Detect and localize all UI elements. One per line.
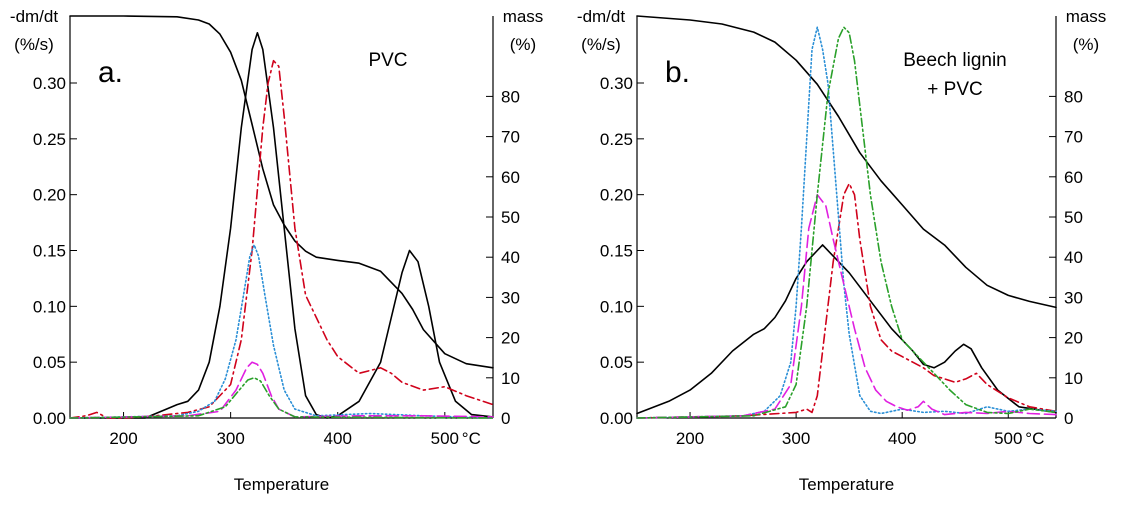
panel-a-left-tick-label: 0.15 (33, 242, 66, 261)
panel-a-left-tick-label: 0.00 (33, 409, 66, 428)
panel-b-left-tick-label: 0.15 (600, 242, 633, 261)
panel-b-mass-curve (636, 15, 1057, 309)
panel-b-left-tick-label: 0.30 (600, 74, 633, 93)
panel-a-x-tick-label: 200 (109, 429, 137, 448)
panel-a-right-ylabel: mass (503, 7, 544, 26)
panel-a-left-tick-label: 0.05 (33, 353, 66, 372)
panel-b-dtg-curve-2 (636, 182, 1057, 419)
panel-a-right-tick-label: 60 (501, 168, 520, 187)
panel-a-right-tick-label: 70 (501, 128, 520, 147)
panel-b-left-tick-label: 0.20 (600, 186, 633, 205)
panel-b-dtg-curve-1 (636, 244, 1057, 415)
panel-b-left-ylabel: -dm/dt (577, 7, 625, 26)
panel-b-left-tick-label: 0.05 (600, 353, 633, 372)
panel-a-x-unit: °C (462, 429, 481, 448)
panel-a-dtg-curve-3 (69, 244, 494, 419)
panel-b-right-tick-label: 10 (1064, 369, 1083, 388)
panel-b-left-ylabel-unit: (%/s) (581, 35, 621, 54)
panel-a-left-ylabel-unit: (%/s) (14, 35, 54, 54)
panel-a-x-tick-label: 400 (324, 429, 352, 448)
panel-a-right-ylabel-unit: (%) (510, 35, 536, 54)
panel-b-right-tick-label: 20 (1064, 329, 1083, 348)
panel-b-right-ylabel: mass (1066, 7, 1107, 26)
panel-b-left-tick-label: 0.00 (600, 409, 633, 428)
panel-a-left-tick-label: 0.10 (33, 297, 66, 316)
panel-b-right-tick-label: 0 (1064, 409, 1073, 428)
panel-a-x-tick-label: 500 (431, 429, 459, 448)
panel-b-left-tick-label: 0.10 (600, 297, 633, 316)
panel-a-dtg-curve-5 (69, 376, 494, 419)
panel-a-right-tick-label: 0 (501, 409, 510, 428)
panel-b-panel-letter: b. (665, 56, 690, 89)
panel-a-right-tick-label: 50 (501, 208, 520, 227)
panel-a-mass-curve (69, 15, 494, 369)
panel-b-x-tick-label: 500 (994, 429, 1022, 448)
panel-b-right-tick-label: 40 (1064, 248, 1083, 267)
panel-a-panel-letter: a. (98, 56, 123, 89)
panel-b-title-line: Beech lignin (903, 50, 1007, 71)
panel-a-right-tick-label: 30 (501, 288, 520, 307)
panel-a-right-tick-label: 20 (501, 329, 520, 348)
panel-a-left-tick-label: 0.25 (33, 130, 66, 149)
panel-a-right-tick-label: 40 (501, 248, 520, 267)
panel-b-right-ylabel-unit: (%) (1073, 35, 1099, 54)
panel-b-left-tick-label: 0.25 (600, 130, 633, 149)
panel-a-dtg-curve-1 (69, 31, 494, 419)
panel-a-left-ylabel: -dm/dt (10, 7, 58, 26)
panel-a-right-tick-label: 10 (501, 369, 520, 388)
panel-a-left-tick-label: 0.30 (33, 74, 66, 93)
panel-b-right-tick-label: 30 (1064, 288, 1083, 307)
panel-b-xlabel: Temperature (799, 475, 894, 494)
panel-b-x-unit: °C (1025, 429, 1044, 448)
panel-b-dtg-curve-5 (636, 26, 1057, 419)
panel-b-x-tick-label: 200 (676, 429, 704, 448)
panel-a-title-line: PVC (368, 50, 407, 71)
panel-b-dtg-curve-3 (636, 26, 1057, 419)
panel-a-dtg-curve-2 (69, 59, 494, 419)
panel-b-title-line: + PVC (927, 79, 982, 100)
panel-b-right-tick-label: 80 (1064, 87, 1083, 106)
panel-a-x-tick-label: 300 (216, 429, 244, 448)
panel-a-left-tick-label: 0.20 (33, 186, 66, 205)
panel-b-right-tick-label: 60 (1064, 168, 1083, 187)
panel-b-x-tick-label: 300 (782, 429, 810, 448)
panel-b-x-tick-label: 400 (888, 429, 916, 448)
panel-b-right-tick-label: 70 (1064, 128, 1083, 147)
panel-b-right-tick-label: 50 (1064, 208, 1083, 227)
panel-b-dtg-curve-4 (636, 193, 1057, 419)
panel-a-right-tick-label: 80 (501, 87, 520, 106)
panel-a-xlabel: Temperature (234, 475, 329, 494)
